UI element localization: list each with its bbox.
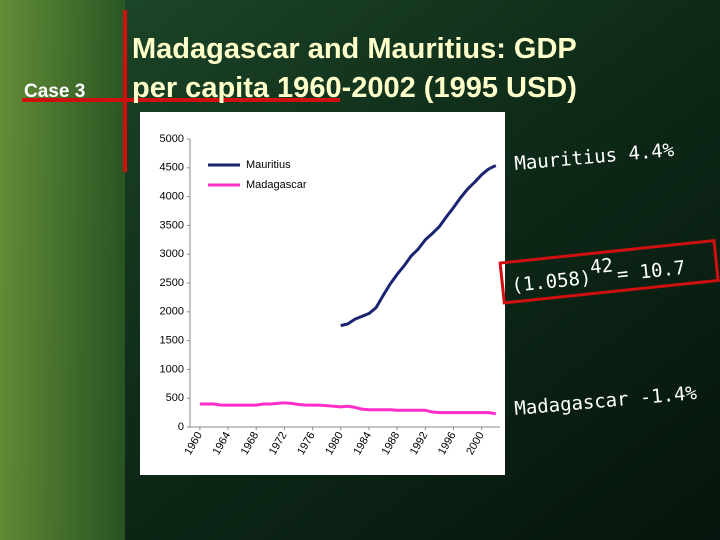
y-tick-label: 4500 bbox=[160, 162, 184, 174]
title-line: Madagascar and Mauritius: GDP bbox=[132, 33, 577, 65]
series-line bbox=[340, 164, 497, 328]
formula-box bbox=[498, 238, 720, 305]
y-tick-label: 1500 bbox=[160, 335, 184, 347]
y-tick-label: 2500 bbox=[160, 277, 184, 289]
y-tick-label: 0 bbox=[178, 421, 184, 433]
legend-label: Mauritius bbox=[246, 159, 291, 171]
title-line: per capita 1960-2002 (1995 USD) bbox=[132, 72, 577, 104]
y-tick-label: 5000 bbox=[160, 133, 184, 145]
y-tick-label: 4000 bbox=[160, 191, 184, 203]
y-tick-label: 500 bbox=[166, 392, 184, 404]
y-tick-label: 3500 bbox=[160, 219, 184, 231]
series-line bbox=[199, 401, 497, 416]
legend-label: Madagascar bbox=[246, 179, 307, 191]
chart-panel bbox=[140, 112, 505, 475]
formula-exponent: 42 bbox=[589, 254, 614, 278]
side-strip bbox=[0, 0, 125, 540]
case-label: Case 3 bbox=[24, 81, 85, 102]
y-tick-label: 1000 bbox=[160, 363, 184, 375]
y-tick-label: 3000 bbox=[160, 248, 184, 260]
y-tick-label: 2000 bbox=[160, 306, 184, 318]
